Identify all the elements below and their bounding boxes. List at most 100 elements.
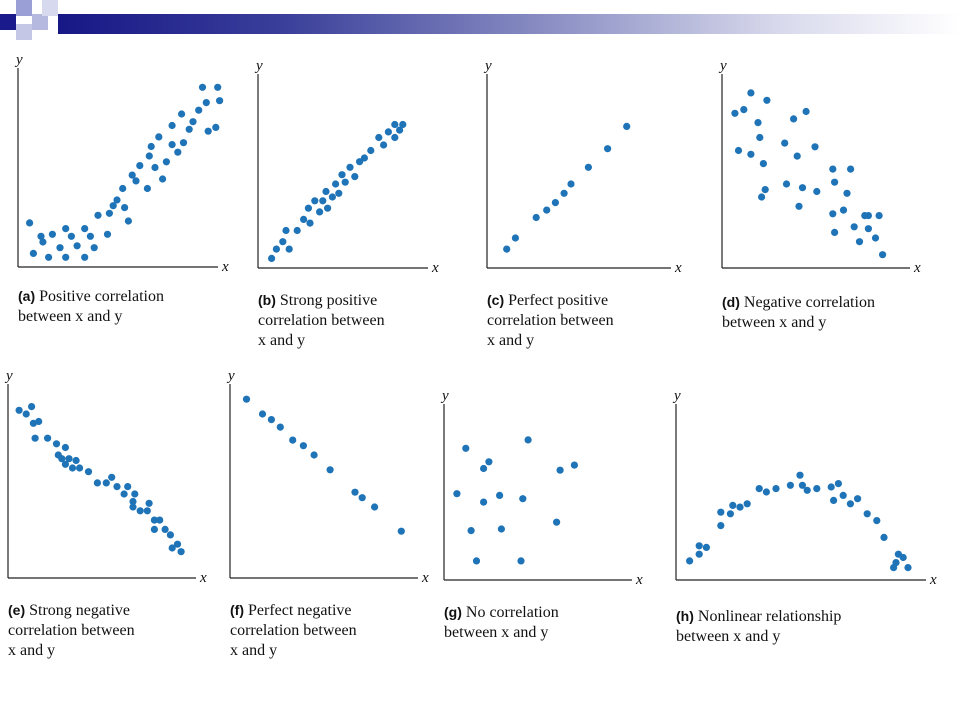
- y-axis-label: y: [672, 388, 681, 404]
- data-point: [102, 479, 110, 487]
- scatter-panel-c: y x (c) Perfect positive correlation betwe…: [483, 56, 703, 358]
- data-point: [131, 490, 139, 498]
- data-point: [267, 416, 275, 424]
- data-point: [62, 225, 70, 233]
- data-point: [726, 510, 734, 518]
- data-point: [86, 232, 94, 240]
- data-point: [399, 120, 407, 129]
- data-point: [855, 238, 864, 246]
- data-point: [132, 177, 140, 185]
- data-point: [834, 480, 842, 488]
- data-point: [543, 206, 551, 214]
- data-point: [242, 395, 251, 403]
- data-point: [324, 204, 332, 212]
- data-point: [258, 410, 267, 418]
- data-point: [306, 219, 314, 227]
- y-axis-label: y: [483, 58, 492, 74]
- data-point: [161, 525, 169, 533]
- data-point: [717, 522, 725, 530]
- caption-text: Perfect positive correlation between x a…: [487, 292, 614, 349]
- scatter-plot-d: yx: [718, 58, 921, 276]
- y-axis-label: y: [254, 58, 263, 74]
- data-point: [803, 486, 811, 494]
- data-point: [734, 146, 743, 155]
- data-point: [371, 503, 379, 511]
- data-point: [285, 245, 293, 253]
- data-point: [467, 527, 475, 535]
- data-point: [827, 483, 835, 491]
- data-point: [326, 466, 334, 474]
- x-axis-label: x: [913, 260, 921, 276]
- data-point: [328, 193, 336, 201]
- data-point: [391, 120, 399, 129]
- data-point: [212, 123, 220, 131]
- data-point: [839, 491, 847, 499]
- data-point: [798, 184, 807, 192]
- data-point: [143, 507, 151, 515]
- data-point: [119, 184, 127, 193]
- data-point: [39, 238, 47, 246]
- data-point: [346, 163, 354, 171]
- data-point: [90, 244, 98, 252]
- logo-square-light: [16, 24, 32, 40]
- data-point: [67, 232, 75, 240]
- data-point: [52, 440, 61, 448]
- data-point: [150, 525, 158, 533]
- data-point: [68, 464, 77, 472]
- data-point: [795, 202, 803, 210]
- data-point: [758, 193, 766, 201]
- data-point: [480, 464, 488, 473]
- data-point: [124, 483, 132, 491]
- data-point: [162, 158, 170, 166]
- data-point: [202, 99, 210, 107]
- data-point: [35, 417, 43, 426]
- x-axis-label: x: [221, 259, 229, 275]
- data-point: [375, 133, 383, 142]
- data-point: [485, 458, 493, 466]
- data-point: [289, 436, 297, 444]
- data-point: [524, 436, 532, 444]
- data-point: [128, 171, 136, 179]
- data-point: [272, 245, 280, 253]
- data-point: [503, 245, 511, 253]
- data-point: [189, 118, 197, 126]
- data-point: [453, 490, 461, 498]
- data-point: [584, 163, 592, 171]
- x-axis-label: x: [199, 570, 207, 586]
- scatter-panel-a: y x (a) Positive correlation between x and…: [14, 50, 250, 354]
- data-point: [829, 165, 837, 173]
- caption-tag: (b): [258, 292, 276, 308]
- data-point: [702, 543, 710, 551]
- data-point: [740, 106, 748, 114]
- data-point: [351, 488, 359, 496]
- panel-caption: (h) Nonlinear relationship between x and…: [676, 606, 841, 647]
- x-axis-label: x: [431, 260, 439, 276]
- data-point: [511, 234, 519, 242]
- data-point: [351, 173, 359, 181]
- data-point: [282, 226, 290, 235]
- data-point: [103, 230, 112, 238]
- data-point: [802, 107, 810, 116]
- data-point: [293, 226, 301, 235]
- data-point: [762, 488, 770, 496]
- data-point: [108, 473, 116, 481]
- data-point: [843, 189, 851, 197]
- data-point: [729, 501, 737, 509]
- data-point: [864, 225, 872, 233]
- data-point: [109, 202, 117, 210]
- data-point: [850, 223, 858, 231]
- data-point: [65, 455, 73, 463]
- panel-caption: (c) Perfect positive correlation between…: [487, 290, 614, 351]
- data-point: [121, 204, 129, 212]
- data-point: [304, 204, 312, 212]
- data-point: [873, 517, 881, 525]
- caption-tag: (a): [18, 288, 36, 304]
- y-axis-label: y: [718, 58, 727, 74]
- data-point: [472, 557, 481, 565]
- logo-square-light: [32, 14, 48, 30]
- x-axis-label: x: [674, 260, 682, 276]
- data-point: [173, 540, 182, 548]
- data-point: [384, 128, 392, 136]
- data-point: [93, 479, 101, 487]
- scatter-panel-b: y x (b) Strong positive correlation betwee…: [254, 56, 460, 358]
